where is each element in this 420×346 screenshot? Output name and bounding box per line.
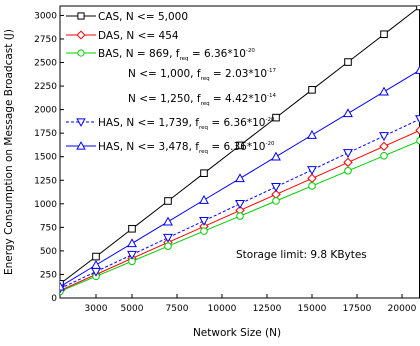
data-point (379, 132, 389, 142)
data-point (307, 129, 317, 139)
legend-marker (77, 12, 85, 20)
data-point (236, 212, 244, 220)
data-point (163, 216, 173, 226)
data-point (164, 242, 172, 250)
data-point (379, 141, 389, 152)
data-point (127, 238, 137, 248)
data-point (235, 200, 245, 209)
data-point (92, 252, 100, 261)
data-point (344, 167, 352, 175)
data-point (91, 259, 101, 269)
legend-marker (77, 49, 85, 57)
storage-limit-annotation: Storage limit: 9.8 KBytes (236, 249, 367, 261)
y-tick-label: 1750 (34, 129, 57, 139)
data-point (379, 86, 389, 96)
data-point (164, 197, 172, 205)
data-point (60, 281, 65, 291)
data-point (308, 86, 316, 94)
data-point (272, 197, 280, 205)
x-tick-label: 17500 (343, 304, 372, 314)
data-point (343, 157, 353, 168)
series-line (60, 118, 420, 290)
data-point (128, 224, 136, 233)
series-4 (60, 115, 420, 294)
legend-entry: DAS, N <= 454 (98, 30, 179, 42)
data-point (415, 125, 420, 136)
x-tick-label: 12500 (253, 304, 282, 314)
y-tick-label: 1250 (34, 176, 57, 186)
y-axis-label: Energy Consumption on Message Broadcast … (3, 29, 15, 275)
data-point (271, 151, 281, 161)
legend-entry: HAS, N <= 3,478, freq = 6.36*10-20 (98, 141, 275, 155)
legend-entry: N <= 1,250, freq = 4.42*10-14 (128, 93, 277, 107)
data-point (127, 250, 137, 260)
data-point (307, 173, 317, 184)
y-tick-label: 3000 (34, 11, 57, 21)
data-point (200, 169, 208, 177)
x-axis-label: Network Size (N) (193, 327, 281, 339)
legend-entry: N <= 1,000, freq = 2.03*10-17 (128, 68, 277, 82)
x-tick-label: 15000 (298, 304, 327, 314)
plot-area: 0 250 500 750 1000 1250 1500 1750 2000 2250 2500 27… (34, 5, 420, 314)
data-point (199, 194, 209, 204)
y-tick-label: 1000 (34, 200, 57, 210)
data-point (343, 108, 353, 118)
legend-marker (76, 141, 86, 150)
data-point (380, 30, 388, 39)
y-tick-label: 0 (51, 294, 57, 304)
series-layer (60, 6, 420, 296)
legend-marker (76, 118, 86, 127)
data-point (272, 113, 280, 122)
data-point (271, 183, 281, 192)
y-tick-label: 2250 (34, 82, 57, 92)
y-tick-label: 250 (40, 270, 57, 280)
data-point (307, 166, 317, 176)
data-point (416, 6, 420, 11)
x-tick-label: 5000 (121, 304, 144, 314)
data-point (415, 115, 420, 125)
y-tick-label: 2750 (34, 35, 57, 45)
data-point (416, 136, 420, 145)
x-tick-label: 20000 (388, 304, 417, 314)
x-tick-label: 7500 (166, 304, 189, 314)
x-tick-label: 3000 (85, 304, 108, 314)
series-3 (60, 136, 420, 296)
data-point (200, 227, 208, 235)
data-point (343, 149, 353, 159)
y-tick-label: 1500 (34, 153, 57, 163)
series-5 (60, 64, 420, 291)
legend-entry: HAS, N <= 1,739, freq = 6.36*10-20 (98, 117, 275, 131)
data-point (199, 216, 209, 226)
y-tick-label: 750 (40, 223, 57, 233)
x-tick-label: 10000 (208, 304, 237, 314)
legend-marker (76, 30, 86, 40)
y-tick-label: 2000 (34, 106, 57, 116)
legend-entry: CAS, N <= 5,000 (98, 11, 188, 23)
legend: CAS, N <= 5,000 DAS, N <= 454 BAS, N = 869… (66, 11, 277, 155)
data-point (236, 141, 244, 150)
data-point (163, 233, 173, 243)
legend-entry: BAS, N = 869, freq = 6.36*10-20 (98, 48, 255, 62)
data-point (415, 64, 420, 74)
series-1 (60, 6, 420, 288)
data-point (235, 173, 245, 183)
y-tick-label: 2500 (34, 59, 57, 69)
data-point (380, 151, 388, 160)
y-tick-label: 500 (40, 247, 57, 257)
data-point (308, 182, 316, 190)
data-point (344, 58, 352, 66)
